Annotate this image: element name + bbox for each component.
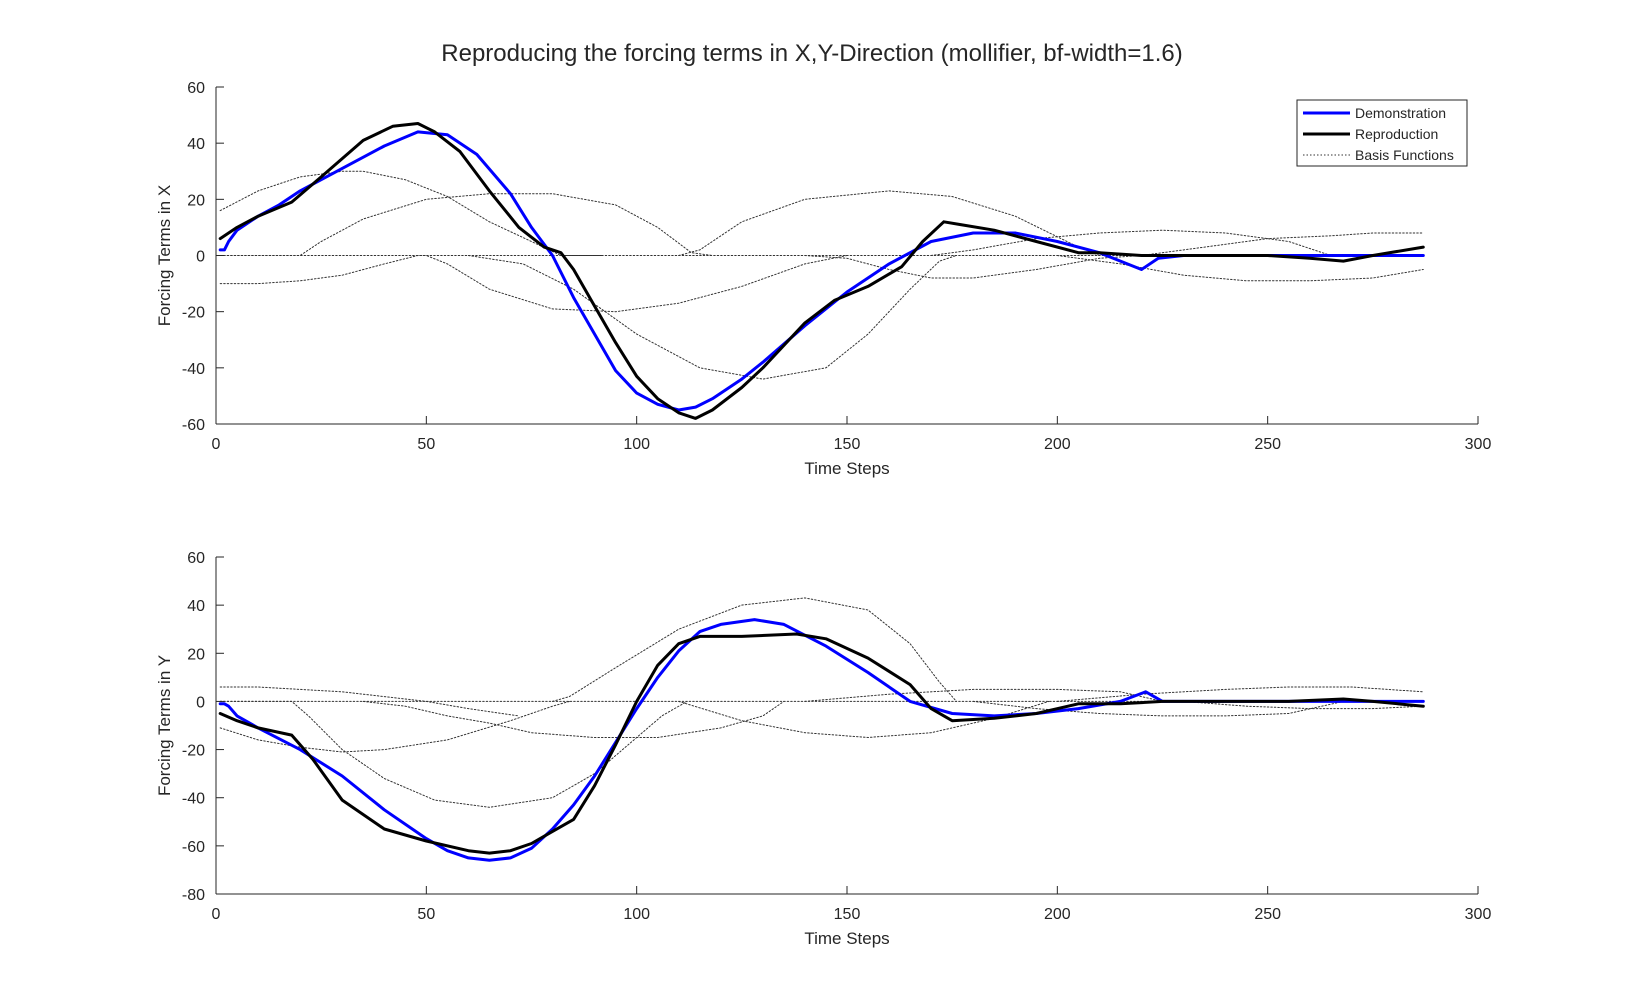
plot-x-x-tick-label: 100: [623, 436, 650, 453]
plot-x-x-tick-label: 50: [417, 436, 435, 453]
plot-x-y-tick-label: 60: [187, 80, 205, 97]
plot-y-y-tick-label: 60: [187, 550, 205, 567]
plot-y-series-basis-functions-2: [219, 686, 520, 717]
plot-x-series-reproduction-1: [218, 122, 1425, 420]
plot-y-series: [218, 597, 1425, 862]
plot-y-series-basis-functions-5: [362, 700, 785, 738]
plot-x-x-tick-label: 200: [1044, 436, 1071, 453]
legend: Demonstration Reproduction Basis Functio…: [1296, 99, 1468, 167]
plot-y-series-basis-functions-6: [552, 597, 957, 702]
plot-y-y-tick-label: -80: [182, 887, 205, 904]
plot-y-y-tick-label: -60: [182, 839, 205, 856]
plot-x-series-basis-functions-3: [219, 193, 713, 256]
plot-y-y-tick-label: 20: [187, 646, 205, 663]
plot-y-series-reproduction-1: [218, 632, 1425, 855]
plot-x-x-tick-label: 150: [834, 436, 861, 453]
plot-x-series-demonstration-0: [218, 130, 1425, 412]
plot-y-y-tick-label: -20: [182, 743, 205, 760]
plot-y-series-basis-functions-11: [1183, 700, 1424, 710]
plot-y-x-tick-label: 0: [212, 906, 221, 923]
plot-y-series-basis-functions-4: [219, 700, 688, 808]
plot-x-y-tick-label: 40: [187, 136, 205, 153]
plot-x-series-basis-functions-7: [804, 255, 1142, 279]
legend-basis-label: Basis Functions: [1355, 147, 1454, 163]
plot-y-series-demonstration-0: [218, 618, 1425, 862]
figure-title: Reproducing the forcing terms in X,Y-Dir…: [441, 40, 1182, 67]
plot-y-y-tick-label: 0: [196, 694, 205, 711]
plot-y-series-basis-functions-3: [219, 700, 570, 753]
plot-y-x-tick-label: 50: [417, 906, 435, 923]
plot-x-series-basis-functions-4: [219, 255, 848, 313]
plot-x-series-basis-functions-6: [678, 190, 1100, 256]
plot-x-y-tick-label: -60: [182, 417, 205, 434]
plot-x-series-basis-functions-5: [467, 255, 957, 380]
plot-x-forcing: 0 50 100 150 200 250 300 -60 -40 -20 0 20 40 60 Time …: [155, 80, 1491, 478]
plot-x-xlabel: Time Steps: [804, 459, 889, 478]
plot-y-series-basis-functions-9: [972, 700, 1344, 717]
plot-x-series-basis-functions-10: [1141, 232, 1424, 256]
plot-y-axes: 0 50 100 150 200 250 300 -80 -60 -40 -20 0 20 40 60: [182, 550, 1492, 923]
plot-y-xlabel: Time Steps: [804, 929, 889, 948]
plot-y-ylabel: Forcing Terms in Y: [155, 655, 174, 796]
plot-x-ylabel: Forcing Terms in X: [155, 185, 174, 326]
legend-reproduction-label: Reproduction: [1355, 126, 1438, 142]
plot-x-series-basis-functions-2: [219, 170, 604, 256]
plot-y-y-tick-label: 40: [187, 598, 205, 615]
plot-y-x-tick-label: 250: [1254, 906, 1281, 923]
legend-demonstration-label: Demonstration: [1355, 105, 1446, 121]
plot-x-y-tick-label: 0: [196, 249, 205, 266]
plot-y-series-basis-functions-8: [804, 688, 1163, 702]
plot-y-x-tick-label: 100: [623, 906, 650, 923]
plot-x-axes: 0 50 100 150 200 250 300 -60 -40 -20 0 20 40 60: [182, 80, 1492, 453]
plot-x-x-tick-label: 0: [212, 436, 221, 453]
plot-y-x-tick-label: 150: [834, 906, 861, 923]
plot-x-x-tick-label: 250: [1254, 436, 1281, 453]
plot-y-x-tick-label: 300: [1465, 906, 1492, 923]
plot-x-y-tick-label: -20: [182, 305, 205, 322]
plot-x-y-tick-label: -40: [182, 361, 205, 378]
plot-x-y-tick-label: 20: [187, 192, 205, 209]
plot-x-x-tick-label: 300: [1465, 436, 1492, 453]
plot-y-y-tick-label: -40: [182, 791, 205, 808]
plot-x-series-basis-functions-9: [1056, 255, 1424, 282]
plot-x-series-basis-functions-8: [930, 229, 1332, 256]
plot-y-series-basis-functions-10: [1056, 686, 1424, 702]
plot-y-forcing: 0 50 100 150 200 250 300 -80 -60 -40 -20 0 20 40 60 Ti…: [155, 550, 1491, 948]
plot-y-x-tick-label: 200: [1044, 906, 1071, 923]
plot-x-series: [218, 122, 1425, 420]
